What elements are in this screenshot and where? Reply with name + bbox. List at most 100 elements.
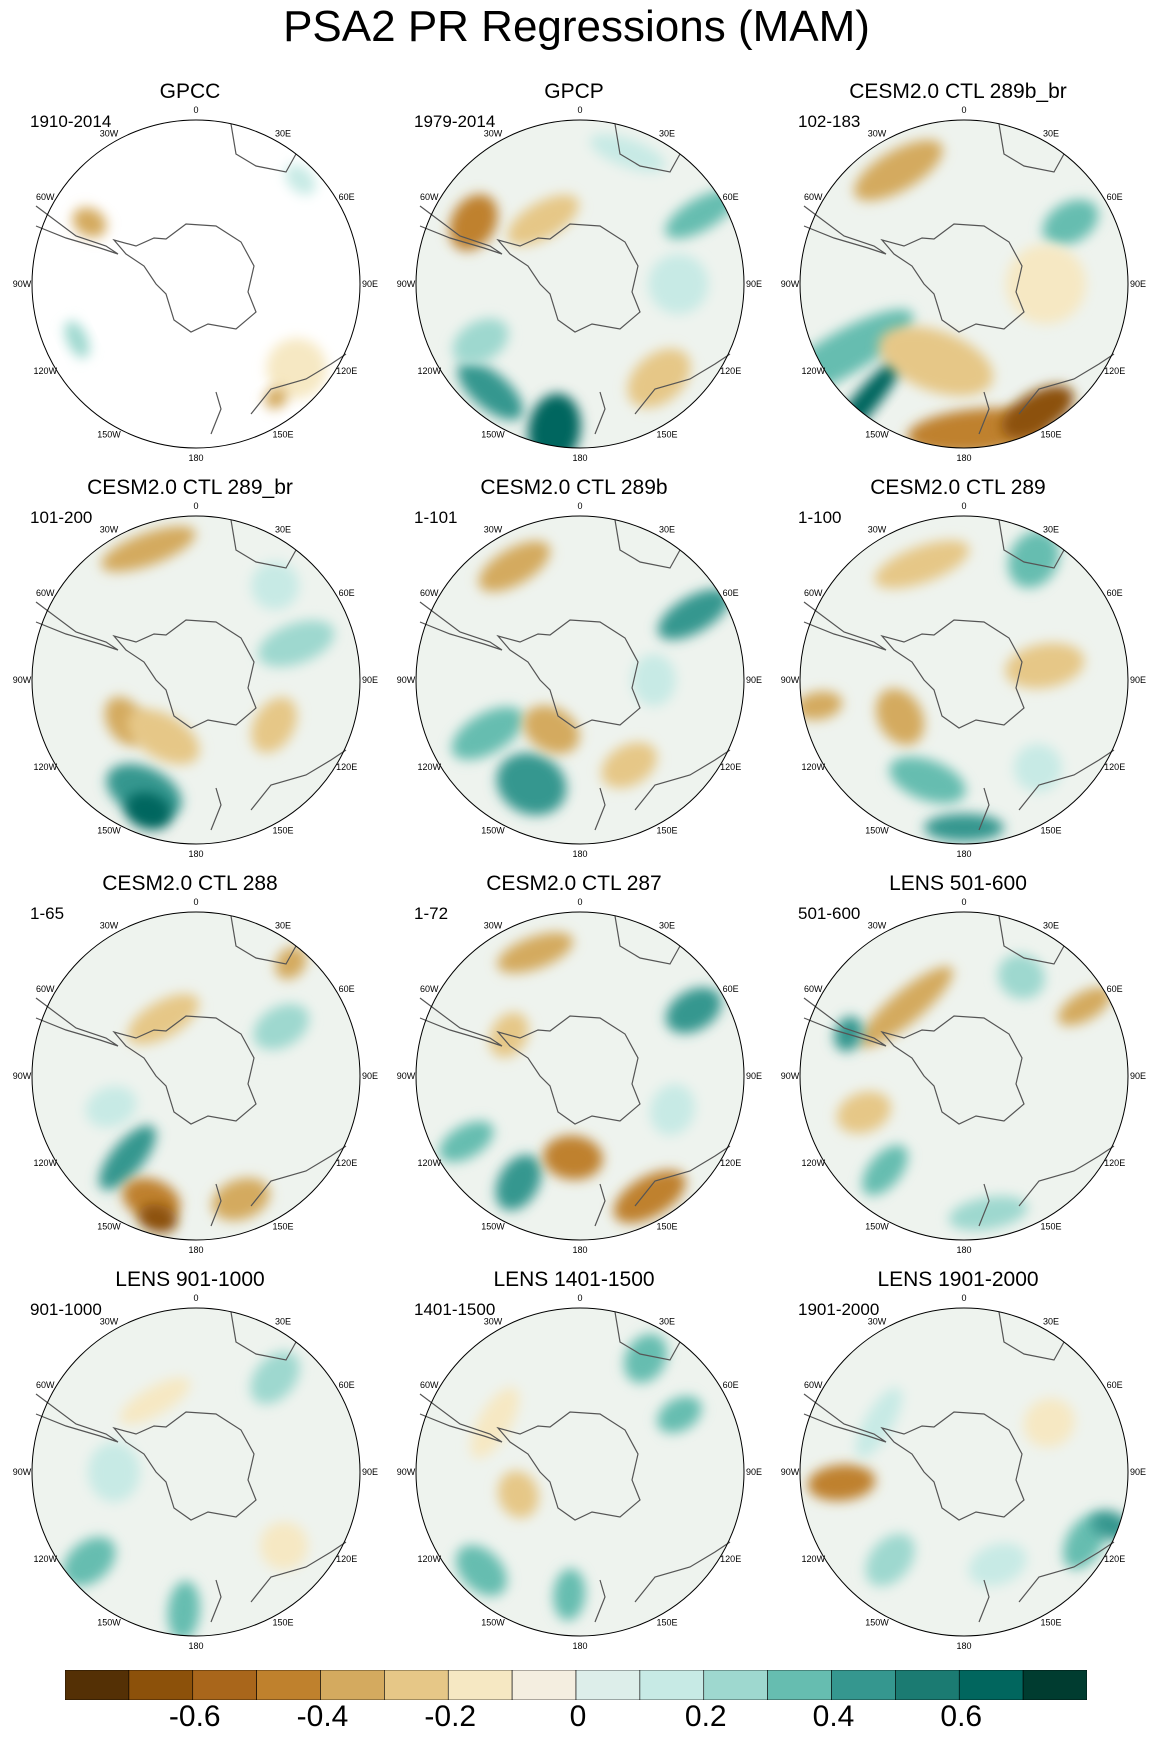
anomaly-region bbox=[253, 1003, 310, 1050]
longitude-label: 30W bbox=[868, 128, 887, 138]
south-america-coast bbox=[419, 601, 503, 651]
map-border bbox=[799, 515, 1129, 845]
map-field bbox=[800, 516, 1128, 844]
map-field bbox=[800, 120, 1128, 448]
map-panel: 0 30E 60E 90E 120E 150E 180 150W 120W 90W 60W 30W CE… bbox=[0, 476, 380, 872]
anomaly-region bbox=[948, 1196, 1028, 1231]
australia-coast bbox=[1018, 1145, 1115, 1207]
coastlines bbox=[35, 915, 347, 1227]
map-background bbox=[32, 516, 360, 844]
map-panel: 0 30E 60E 90E 120E 150E 180 150W 120W 90W 60W 30W LE… bbox=[384, 1268, 764, 1664]
australia-coast bbox=[634, 1541, 731, 1603]
polar-map: 0 30E 60E 90E 120E 150E 180 150W 120W 90W 60W 30W bbox=[13, 501, 378, 859]
panel-title: CESM2.0 CTL 289 bbox=[870, 476, 1046, 499]
map-panel: 0 30E 60E 90E 120E 150E 180 150W 120W 90W 60W 30W CE… bbox=[384, 872, 764, 1268]
colorbar-swatch bbox=[895, 1669, 960, 1701]
south-america-coast bbox=[803, 601, 887, 651]
antarctica-coast bbox=[880, 619, 1025, 729]
new-zealand-coast bbox=[210, 391, 222, 435]
longitude-label: 0 bbox=[577, 501, 582, 511]
panel-period: 1910-2014 bbox=[30, 112, 112, 131]
anomaly-region bbox=[119, 1377, 191, 1425]
antarctica-coast bbox=[112, 223, 257, 333]
polar-map: 0 30E 60E 90E 120E 150E 180 150W 120W 90W 60W 30W bbox=[397, 105, 762, 463]
longitude-label: 30W bbox=[868, 920, 887, 930]
longitude-label: 90E bbox=[1130, 1467, 1146, 1477]
australia-coast bbox=[634, 749, 731, 811]
map-background bbox=[32, 120, 360, 448]
longitude-label: 120E bbox=[336, 1158, 357, 1168]
longitude-label: 120E bbox=[336, 366, 357, 376]
longitude-label: 60E bbox=[1107, 192, 1123, 202]
longitude-label: 0 bbox=[961, 897, 966, 907]
longitude-label: 30W bbox=[868, 524, 887, 534]
longitude-label: 120E bbox=[336, 762, 357, 772]
map-field bbox=[32, 1308, 360, 1636]
anomaly-region bbox=[1042, 199, 1099, 246]
anomaly-region bbox=[496, 752, 567, 816]
longitude-label: 150E bbox=[1040, 1618, 1061, 1628]
longitude-label: 90W bbox=[397, 1467, 416, 1477]
australia-coast bbox=[1018, 1541, 1115, 1603]
longitude-label: 150E bbox=[656, 430, 677, 440]
coastlines bbox=[35, 519, 347, 831]
longitude-label: 120W bbox=[802, 762, 826, 772]
anomaly-region bbox=[138, 1204, 178, 1234]
longitude-label: 30E bbox=[659, 1316, 675, 1326]
new-zealand-coast bbox=[594, 1183, 606, 1227]
longitude-label: 150W bbox=[481, 826, 505, 836]
anomaly-region bbox=[649, 1084, 695, 1136]
new-zealand-coast bbox=[594, 787, 606, 831]
map-panel: 0 30E 60E 90E 120E 150E 180 150W 120W 90W 60W 30W LE… bbox=[768, 1268, 1148, 1664]
anomaly-region bbox=[1006, 244, 1086, 324]
longitude-label: 30W bbox=[100, 128, 119, 138]
map-background bbox=[32, 1308, 360, 1636]
panel-title: CESM2.0 CTL 289b_br bbox=[849, 80, 1067, 103]
colorbar-swatch bbox=[192, 1669, 257, 1701]
anomaly-region bbox=[285, 164, 316, 195]
anomaly-region bbox=[211, 1177, 270, 1221]
australia-coast bbox=[634, 1145, 731, 1207]
anomaly-region bbox=[855, 1387, 903, 1459]
anomaly-region bbox=[542, 1135, 603, 1180]
anomaly-region bbox=[62, 1536, 116, 1587]
panel-period: 1-65 bbox=[30, 904, 65, 923]
anomaly-region bbox=[478, 541, 551, 592]
colorbar-tick-label: -0.2 bbox=[424, 1700, 477, 1733]
map-border bbox=[799, 911, 1129, 1241]
new-zealand-coast bbox=[594, 391, 606, 435]
panel-period: 501-600 bbox=[798, 904, 861, 923]
longitude-label: 90E bbox=[746, 1467, 762, 1477]
colorbar-swatch bbox=[511, 1669, 577, 1701]
anomaly-region bbox=[553, 1568, 586, 1621]
anomaly-region bbox=[858, 966, 954, 1048]
south-america-coast bbox=[419, 1393, 503, 1443]
longitude-label: 30W bbox=[100, 1316, 119, 1326]
longitude-label: 120W bbox=[418, 1158, 442, 1168]
longitude-label: 60E bbox=[339, 192, 355, 202]
australia-coast bbox=[250, 749, 347, 811]
longitude-label: 120E bbox=[720, 1158, 741, 1168]
africa-coast bbox=[230, 519, 297, 569]
longitude-label: 150E bbox=[272, 826, 293, 836]
africa-coast bbox=[614, 123, 681, 173]
anomaly-region bbox=[264, 387, 288, 409]
longitude-label: 150E bbox=[272, 430, 293, 440]
colorbar-swatch bbox=[767, 1669, 832, 1701]
longitude-label: 90W bbox=[781, 1071, 800, 1081]
anomaly-region bbox=[523, 705, 580, 754]
anomaly-region bbox=[251, 697, 298, 753]
anomaly-region bbox=[623, 1333, 668, 1384]
map-panel: 0 30E 60E 90E 120E 150E 180 150W 120W 90W 60W 30W CE… bbox=[768, 80, 1148, 476]
longitude-label: 90E bbox=[746, 675, 762, 685]
colorbar-swatch bbox=[575, 1669, 641, 1701]
longitude-label: 120W bbox=[418, 366, 442, 376]
map-border bbox=[415, 515, 745, 845]
australia-coast bbox=[250, 1541, 347, 1603]
longitude-label: 120W bbox=[802, 1158, 826, 1168]
longitude-label: 180 bbox=[572, 849, 587, 859]
map-border bbox=[31, 1307, 361, 1637]
map-border bbox=[31, 515, 361, 845]
longitude-label: 180 bbox=[188, 1245, 203, 1255]
longitude-label: 90E bbox=[746, 1071, 762, 1081]
